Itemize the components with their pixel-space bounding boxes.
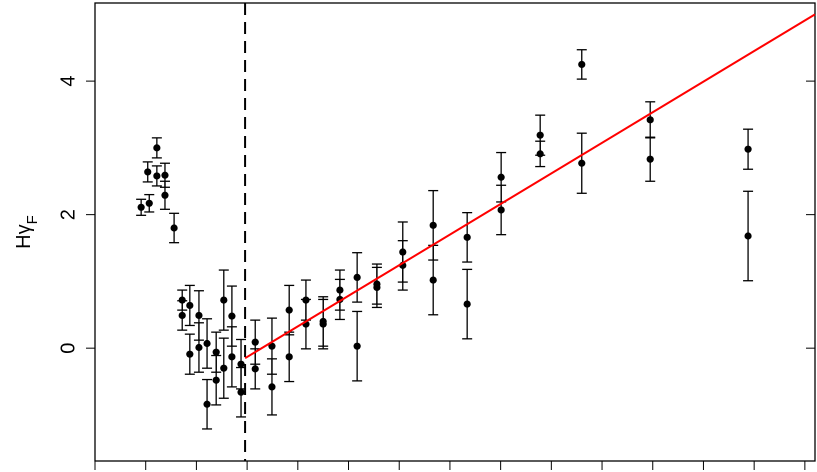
point — [220, 296, 228, 304]
point — [463, 300, 471, 308]
plot-frame — [94, 2, 816, 462]
point — [153, 172, 161, 180]
point — [744, 145, 752, 153]
point — [237, 360, 245, 368]
point — [203, 339, 211, 348]
point — [137, 203, 145, 211]
point — [161, 191, 169, 199]
point — [744, 232, 752, 240]
point — [497, 173, 505, 181]
point — [170, 224, 178, 232]
y-tick-label: 0 — [57, 343, 79, 354]
point — [646, 116, 654, 124]
fit-line — [244, 13, 816, 360]
point — [228, 353, 236, 361]
point — [237, 388, 245, 396]
point — [228, 312, 236, 320]
y-axis-label: HγF — [13, 215, 41, 249]
point — [353, 342, 361, 350]
point — [536, 150, 544, 158]
point — [144, 168, 152, 176]
point — [251, 338, 259, 346]
point — [212, 348, 220, 356]
point — [578, 159, 586, 167]
point — [646, 155, 654, 163]
point — [203, 400, 211, 408]
point — [145, 199, 153, 207]
point — [353, 273, 361, 281]
point — [251, 365, 259, 373]
point — [186, 301, 194, 310]
y-tick-label: 2 — [57, 209, 79, 220]
point — [429, 276, 437, 284]
y-tick-label: 4 — [57, 76, 79, 87]
point — [186, 350, 194, 358]
point — [319, 320, 327, 328]
point — [285, 306, 293, 314]
point — [153, 144, 161, 152]
point — [578, 60, 586, 69]
point — [536, 131, 544, 139]
point — [178, 311, 186, 320]
point — [212, 376, 220, 384]
point — [268, 342, 276, 350]
point — [285, 353, 293, 361]
point — [220, 364, 228, 372]
point — [161, 171, 169, 179]
point — [463, 233, 471, 241]
point — [497, 206, 505, 214]
point — [429, 221, 437, 229]
point — [178, 296, 186, 304]
point — [195, 311, 203, 320]
point — [268, 383, 276, 391]
point — [195, 343, 203, 352]
point — [373, 283, 381, 292]
